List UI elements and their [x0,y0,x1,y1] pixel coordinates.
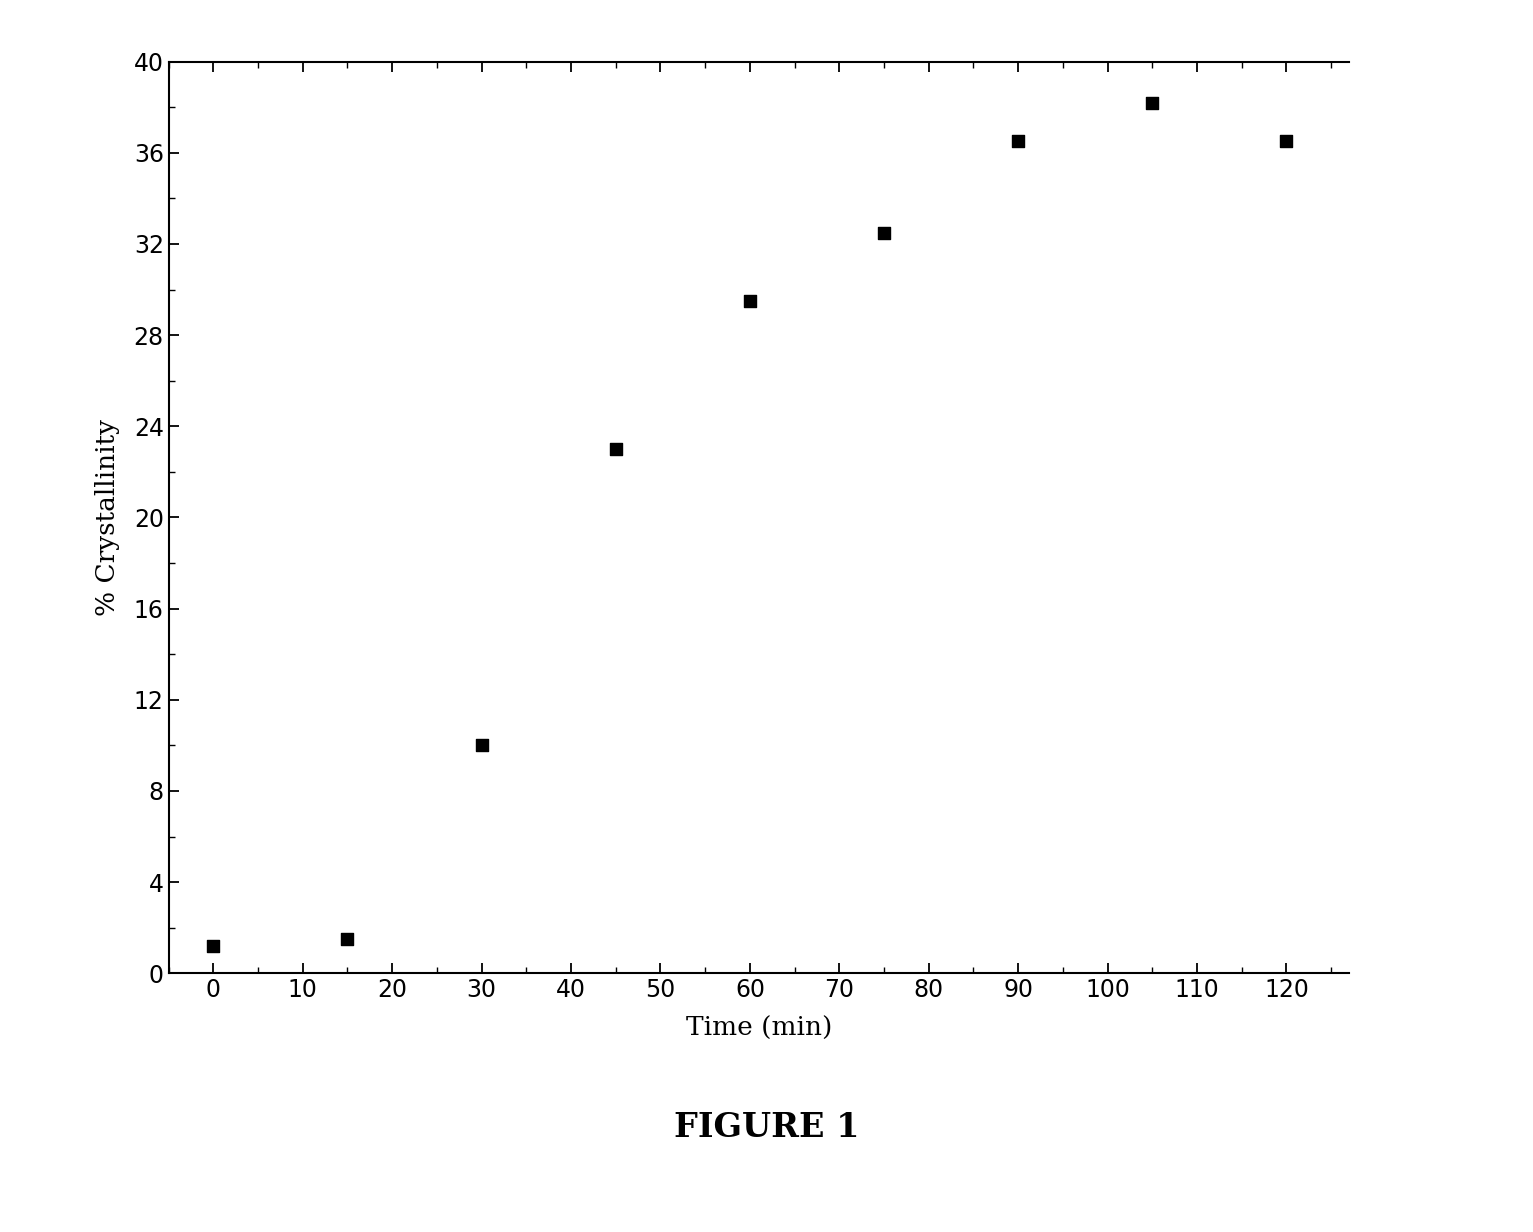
Point [1006,132,1030,152]
Point [336,929,360,949]
Point [1274,132,1298,152]
Text: FIGURE 1: FIGURE 1 [673,1111,860,1143]
Point [469,736,494,755]
Point [872,223,897,243]
Y-axis label: % Crystallinity: % Crystallinity [95,419,120,616]
X-axis label: Time (min): Time (min) [685,1016,832,1041]
Point [1141,92,1165,112]
Point [737,291,762,310]
Point [201,936,225,956]
Point [604,440,629,460]
